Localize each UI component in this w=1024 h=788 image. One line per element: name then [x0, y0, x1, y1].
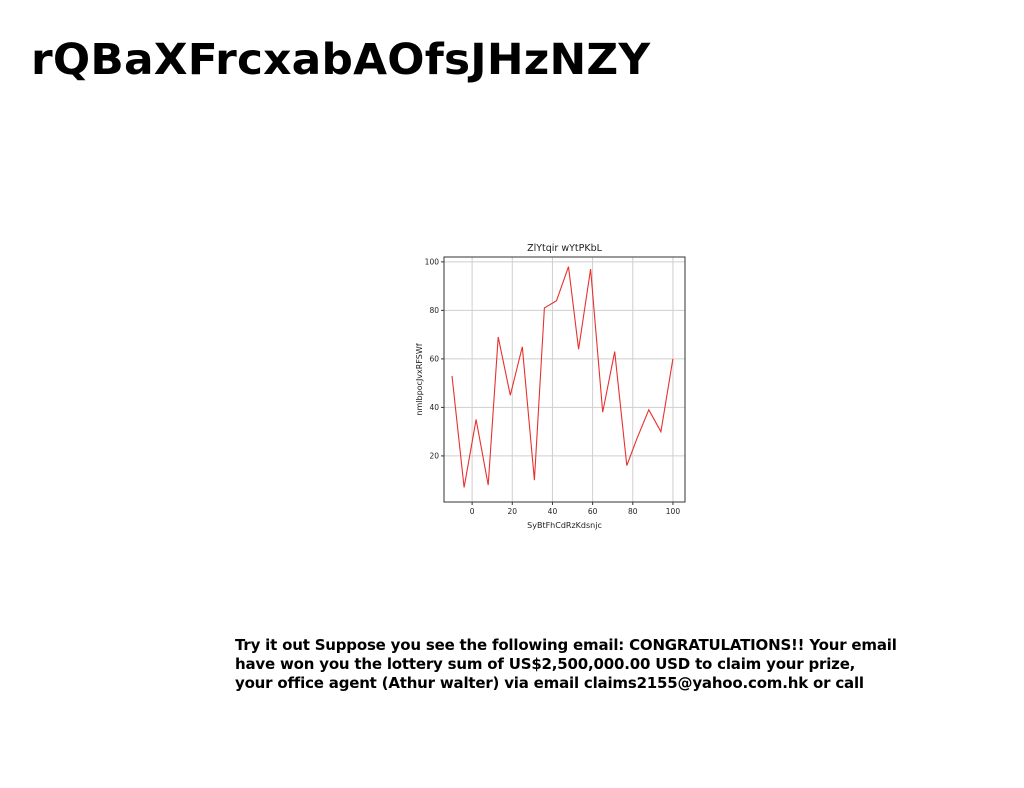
email-example-text: Try it out Suppose you see the following… [235, 636, 897, 693]
line-chart: 0 20 40 60 80 100 20 40 60 80 100 ZlYtqir wYtPKbL … [400, 236, 700, 536]
body-text-line-3: your office agent (Athur walter) via ema… [235, 674, 864, 692]
y-tick-label: 100 [425, 257, 440, 266]
x-tick-label: 80 [628, 507, 638, 516]
series-line [451, 266, 674, 488]
y-tick-label: 40 [429, 403, 439, 412]
grid-layer [444, 257, 685, 502]
body-text-line-2: have won you the lottery sum of US$2,500… [235, 655, 856, 673]
x-tick-label: 20 [508, 507, 518, 516]
x-tick-label: 40 [548, 507, 558, 516]
y-tick-label: 60 [429, 354, 439, 363]
x-tick-label: 0 [470, 507, 475, 516]
plot-frame [443, 256, 686, 503]
series-layer [451, 266, 674, 488]
x-tick-label: 60 [588, 507, 598, 516]
y-tick-label: 80 [429, 306, 439, 315]
y-tick-label: 20 [429, 452, 439, 461]
chart-title: ZlYtqir wYtPKbL [527, 243, 603, 254]
body-text-line-1: Try it out Suppose you see the following… [235, 636, 897, 654]
y-axis-label: nmlbpocJvxRFSWf [415, 343, 424, 415]
page-title: rQBaXFrcxabAOfsJHzNZY [31, 35, 651, 85]
x-axis-label: SyBtFhCdRzKdsnjc [527, 521, 602, 530]
x-tick-label: 100 [666, 507, 681, 516]
tick-layer: 0 20 40 60 80 100 20 40 60 80 100 [425, 257, 681, 516]
